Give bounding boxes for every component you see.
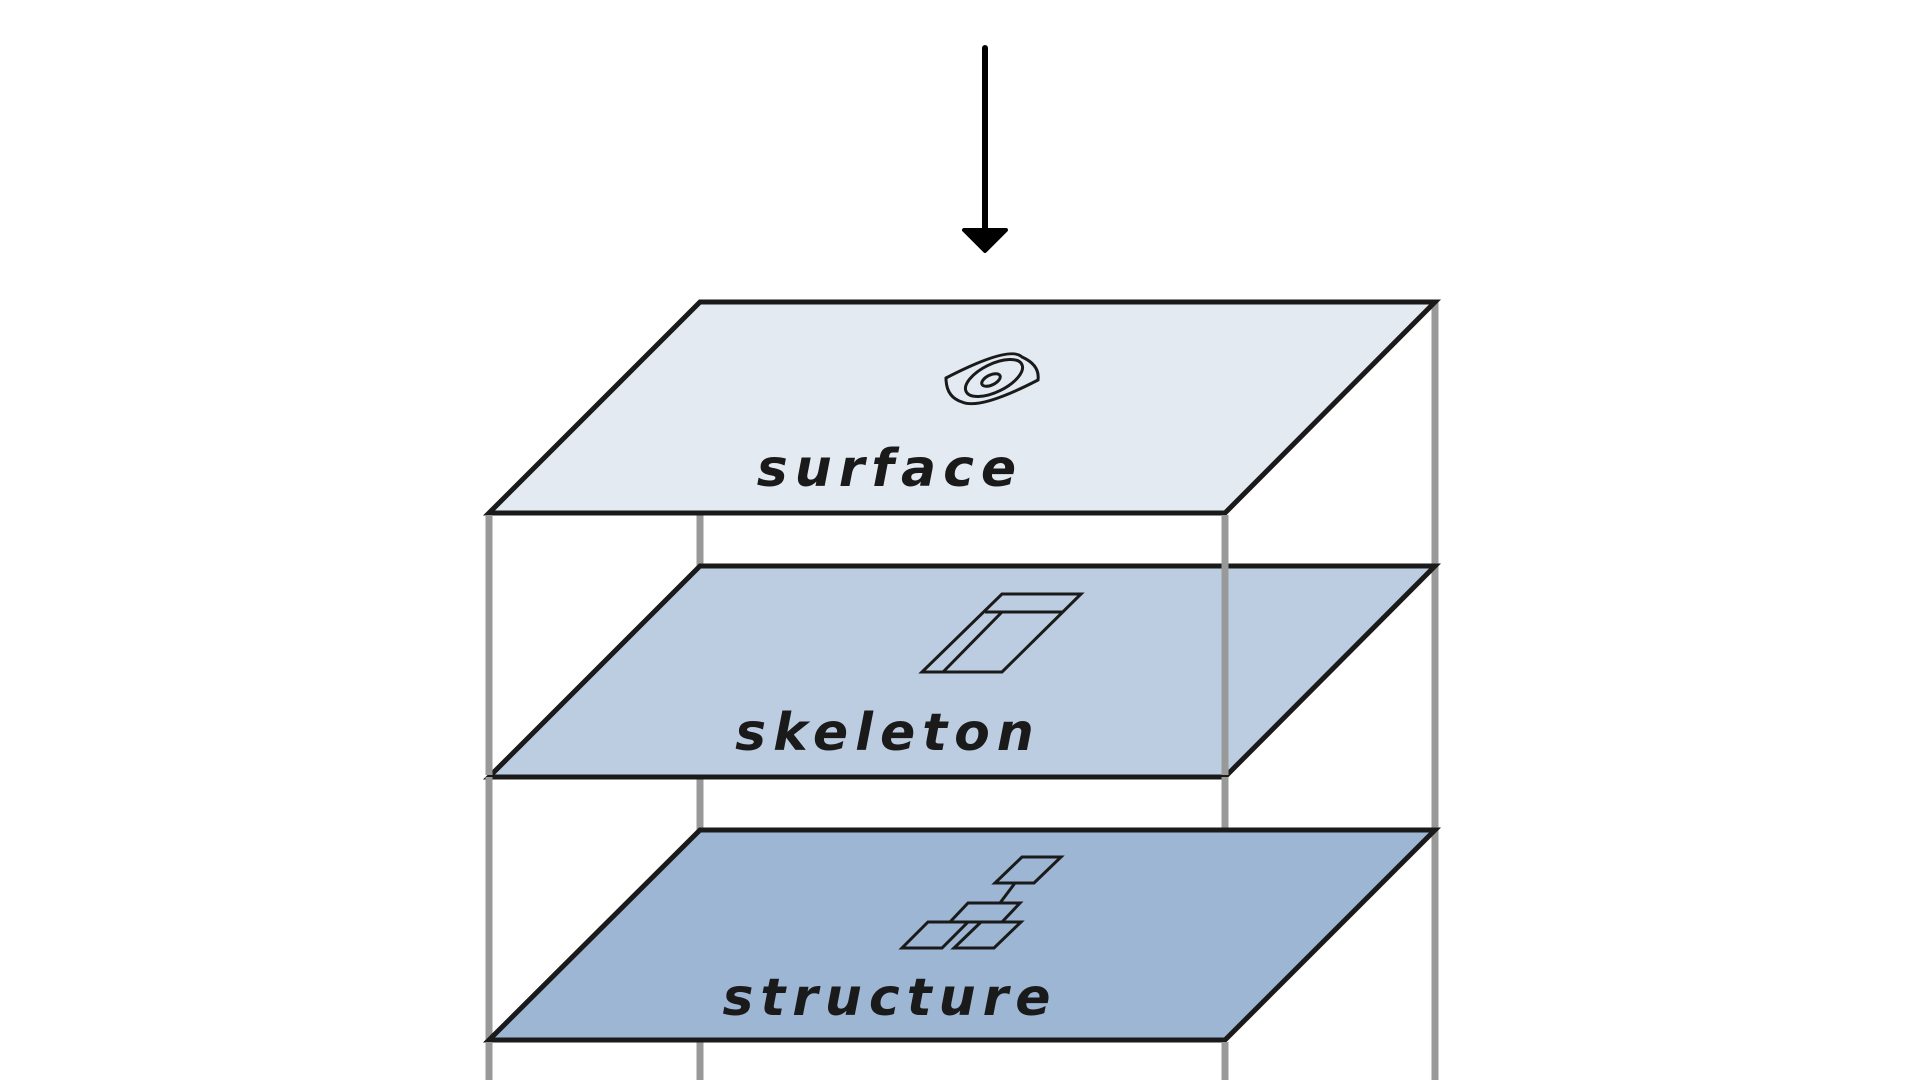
- layer-label-surface: surface: [757, 439, 1023, 499]
- sitemap-icon: [898, 855, 1065, 950]
- layer-surface: surface: [482, 299, 1442, 516]
- wireframe-icon: [918, 592, 1085, 674]
- front-posts: [485, 515, 1229, 1080]
- arrow-down-icon: [962, 45, 1008, 253]
- eye-icon: [944, 352, 1040, 406]
- surface-plane: [482, 299, 1442, 516]
- layer-structure: structure: [482, 827, 1442, 1043]
- structure-plane: [482, 827, 1442, 1043]
- layer-label-structure: structure: [722, 968, 1057, 1028]
- layer-skeleton: skeleton: [482, 563, 1442, 780]
- layer-label-skeleton: skeleton: [735, 703, 1041, 763]
